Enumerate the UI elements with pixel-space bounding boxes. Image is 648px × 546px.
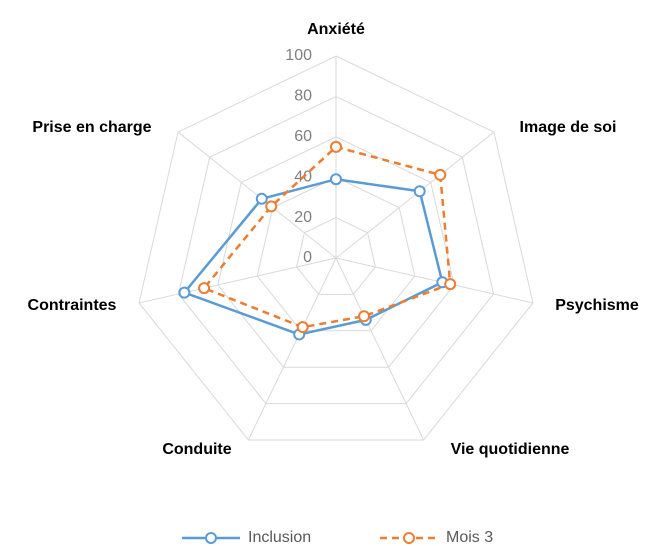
legend-label: Mois 3 <box>446 529 493 546</box>
r-tick-label: 0 <box>303 249 312 266</box>
legend-marker <box>205 532 217 544</box>
marker <box>330 140 342 153</box>
grid-ring <box>217 136 455 368</box>
category-label: Conduite <box>162 441 231 458</box>
grid-ring <box>177 95 495 405</box>
category-label: Vie quotidienne <box>451 441 570 458</box>
marker <box>358 310 371 323</box>
marker <box>413 185 426 198</box>
r-tick-label: 60 <box>294 128 312 145</box>
category-label: Anxiété <box>307 21 365 38</box>
r-tick-label: 20 <box>294 209 312 226</box>
marker <box>444 278 457 291</box>
marker <box>265 200 278 213</box>
spoke <box>177 131 337 259</box>
legend-label: Inclusion <box>248 529 311 546</box>
series-line <box>182 177 444 336</box>
grid-ring <box>296 217 376 295</box>
marker <box>330 173 342 186</box>
marker <box>198 282 211 295</box>
marker <box>296 321 309 334</box>
legend-marker <box>403 532 415 544</box>
grid-ring <box>256 176 416 332</box>
marker <box>255 192 268 205</box>
marker <box>434 168 447 181</box>
grid-ring <box>138 55 534 441</box>
spoke <box>335 257 534 304</box>
r-tick-label: 100 <box>285 47 312 64</box>
category-label: Image de soi <box>520 119 617 136</box>
category-label: Contraintes <box>28 297 117 314</box>
spoke <box>335 131 495 259</box>
series-line <box>201 145 452 329</box>
spoke <box>335 257 425 441</box>
r-tick-label: 80 <box>294 88 312 105</box>
category-label: Psychisme <box>555 297 639 314</box>
spoke <box>247 257 337 441</box>
category-label: Prise en charge <box>32 119 151 136</box>
spoke <box>138 257 337 304</box>
marker <box>178 286 191 299</box>
